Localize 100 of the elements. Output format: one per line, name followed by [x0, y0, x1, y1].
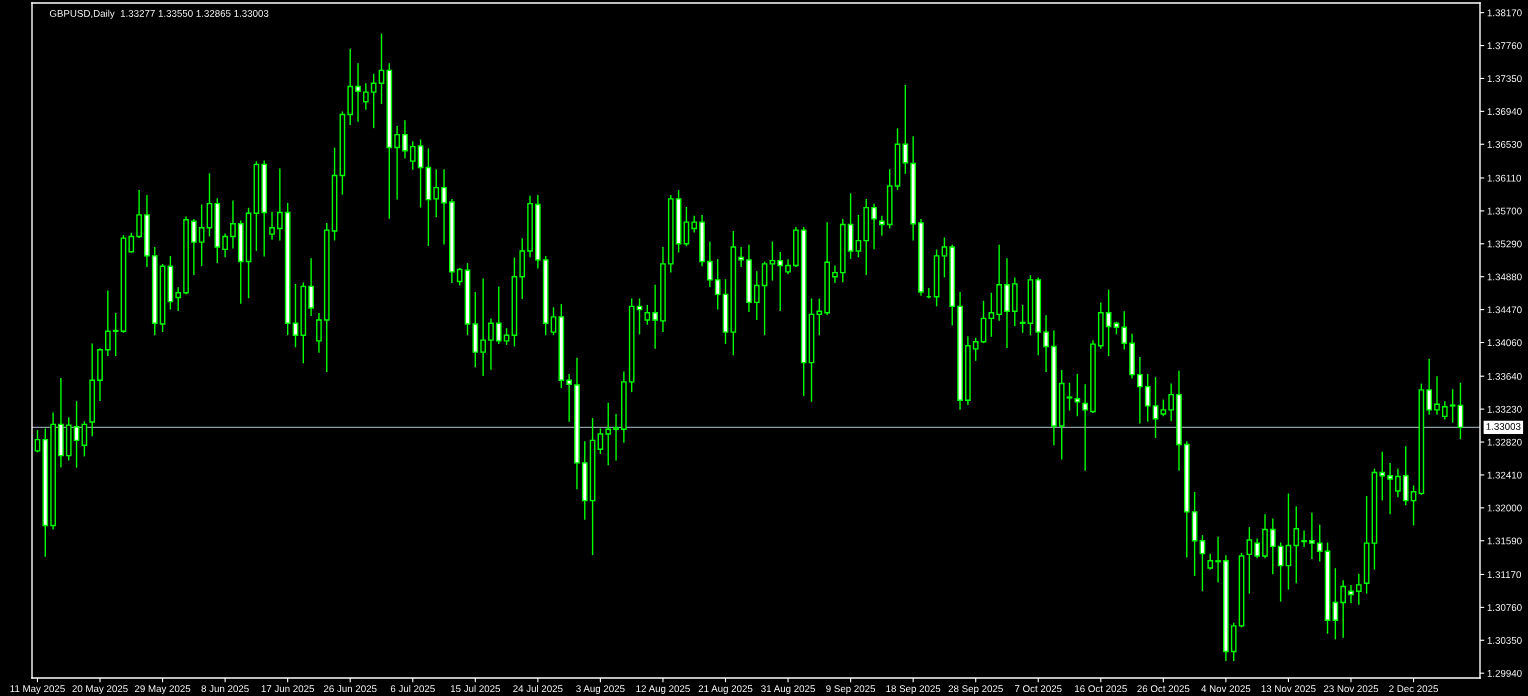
y-tick-label: 1.30350 [1487, 637, 1522, 644]
x-tick-label: 3 Aug 2025 [576, 685, 625, 695]
candlestick [1449, 389, 1456, 423]
y-tick-label: 1.30760 [1487, 604, 1522, 611]
candlestick [104, 290, 111, 357]
candlestick [753, 271, 760, 320]
candlestick [308, 258, 314, 316]
candlestick [136, 190, 142, 239]
candlestick [1332, 568, 1339, 640]
candlestick [1074, 373, 1081, 417]
y-tick-label: 1.33640 [1487, 372, 1522, 380]
x-tick-label: 26 Oct 2025 [1137, 685, 1190, 693]
candlestick [605, 402, 612, 466]
y-tick-label: 1.34880 [1487, 273, 1522, 281]
x-tick-label: 11 May 2025 [10, 685, 65, 695]
candlestick [832, 265, 838, 284]
candlestick [879, 215, 885, 236]
candlestick [1066, 382, 1073, 411]
x-tick-label: 12 Aug 2025 [636, 685, 690, 695]
candlestick [613, 414, 619, 461]
candlestick [988, 292, 995, 337]
candlestick [738, 247, 744, 267]
candlestick [777, 251, 784, 312]
candlestick [34, 430, 41, 453]
y-tick-label: 1.31170 [1487, 571, 1521, 579]
candlestick [972, 337, 979, 361]
candlestick [1043, 315, 1049, 373]
x-tick-label: 28 Sep 2025 [948, 685, 1003, 695]
candlestick [316, 312, 322, 353]
x-tick-label: 26 Jun 2025 [323, 685, 377, 693]
y-tick-label: 1.37350 [1487, 75, 1522, 83]
candlestick [441, 169, 447, 245]
candlestick [1254, 538, 1261, 559]
candlestick [1379, 451, 1386, 501]
candlestick [941, 237, 948, 278]
x-tick-label: 23 Nov 2025 [1323, 685, 1379, 693]
x-tick-label: 18 Sep 2025 [886, 685, 941, 695]
x-tick-label: 6 Jul 2025 [390, 684, 435, 693]
candlestick [816, 298, 823, 336]
y-tick-label: 1.34470 [1487, 306, 1522, 314]
x-tick-label: 20 May 2025 [72, 685, 128, 695]
x-tick-label: 2 Dec 2025 [1389, 685, 1438, 693]
candlestick [1293, 506, 1300, 584]
y-tick-label: 1.32410 [1487, 471, 1522, 479]
y-tick-label: 1.36530 [1487, 140, 1522, 148]
y-tick-label: 1.36940 [1487, 108, 1522, 115]
candlestick [1340, 580, 1347, 638]
y-tick-label: 1.33230 [1487, 405, 1522, 413]
candlestick [222, 233, 228, 258]
candlestick [1316, 524, 1323, 562]
candlestick [1168, 383, 1175, 422]
y-tick-label: 1.38170 [1487, 9, 1522, 17]
candlestick [1309, 512, 1315, 560]
candlestick [269, 211, 275, 240]
x-tick-label: 8 Jun 2025 [201, 685, 249, 693]
candlestick [769, 241, 776, 281]
y-tick-label: 1.37760 [1487, 42, 1522, 50]
candlestick [1348, 585, 1354, 604]
candlestick [652, 284, 658, 349]
candlestick [1301, 530, 1307, 548]
candlestick [1355, 573, 1362, 605]
candlestick [1395, 468, 1401, 498]
candlestick [495, 286, 502, 345]
candlestick [1426, 358, 1433, 415]
candlestick [871, 203, 877, 250]
x-tick-label: 17 Jun 2025 [261, 685, 315, 693]
x-tick-label: 4 Nov 2025 [1201, 685, 1251, 693]
candlestick [855, 214, 862, 258]
candlestick [1269, 518, 1276, 575]
x-tick-label: 16 Oct 2025 [1075, 685, 1127, 693]
candlestick [1387, 463, 1393, 515]
ref-line-label: 1.33003 [1486, 423, 1521, 430]
candlestick [707, 241, 713, 288]
candlestick [128, 232, 135, 253]
candlestick [370, 73, 377, 129]
candlestick [394, 125, 400, 200]
y-tick-label: 1.36110 [1487, 174, 1521, 182]
candlestick [402, 120, 408, 159]
y-tick-label: 1.35290 [1487, 240, 1522, 248]
candlestick [433, 169, 440, 218]
y-tick-label: 1.31590 [1487, 537, 1522, 545]
text: GBPUSD,Daily 1.33277 1.33550 1.32865 1.33003 [49, 9, 269, 19]
candlestick [597, 428, 604, 454]
candlestick [198, 204, 205, 267]
candlestick [1434, 376, 1440, 415]
candlestick [550, 307, 557, 336]
x-tick-label: 13 Nov 2025 [1261, 685, 1316, 693]
x-tick-label: 7 Oct 2025 [1014, 685, 1062, 693]
candlestick [1246, 527, 1253, 594]
y-tick-label: 1.29940 [1487, 669, 1522, 677]
candlestick [644, 304, 651, 325]
candlestick [277, 168, 283, 241]
x-tick-label: 15 Jul 2025 [450, 684, 501, 693]
x-tick-label: 24 Jul 2025 [513, 684, 563, 693]
candlestick [1121, 311, 1128, 350]
candlestick [488, 318, 494, 370]
y-tick-label: 1.32820 [1487, 438, 1522, 446]
candlestick [175, 287, 182, 312]
x-tick-label: 29 May 2025 [134, 685, 191, 695]
candlestick [714, 259, 721, 310]
